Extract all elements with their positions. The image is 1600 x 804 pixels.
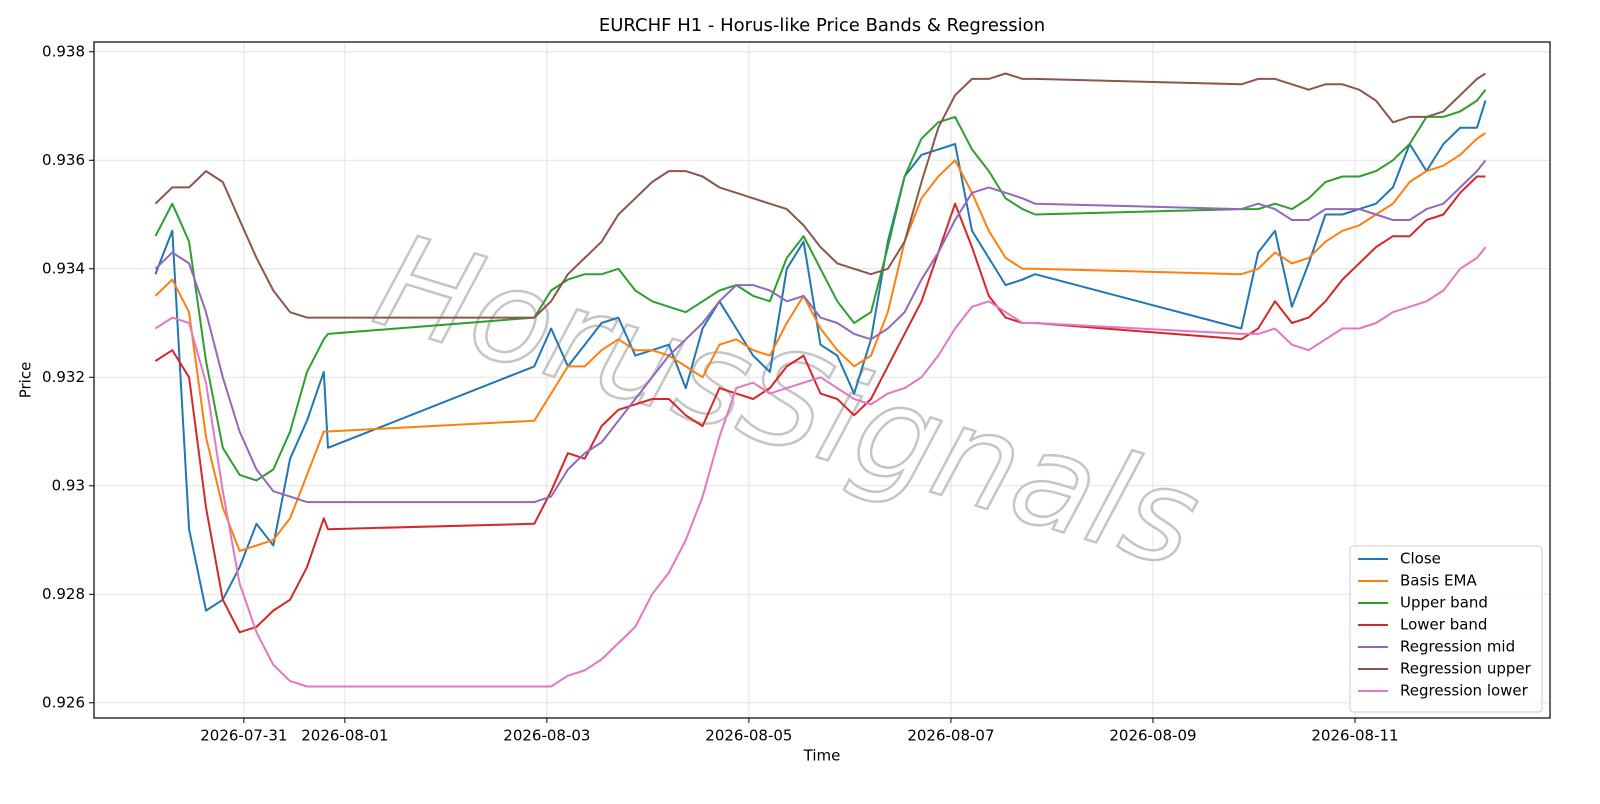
x-axis-label: Time [803, 747, 841, 765]
legend-label: Regression upper [1400, 660, 1532, 678]
series-line [154, 175, 1486, 634]
x-tick-label: 2026-08-03 [503, 727, 590, 745]
ticks: 0.926 0.928 0.93 0.932 0.934 0.936 0.938 2026-0… [42, 42, 1399, 744]
series-line [154, 246, 1487, 688]
lines [154, 72, 1487, 688]
plot-frame [93, 41, 1551, 719]
y-tick-label: 0.934 [42, 259, 85, 277]
x-tick-label: 2026-08-09 [1109, 727, 1196, 745]
y-tick-label: 0.926 [42, 693, 85, 711]
x-tick-label: 2026-08-11 [1311, 727, 1398, 745]
y-tick-label: 0.932 [42, 368, 85, 386]
series-line [154, 159, 1487, 504]
x-tick-label: 2026-07-31 [200, 727, 287, 745]
legend-label: Regression mid [1400, 638, 1515, 656]
x-tick-label: 2026-08-07 [907, 727, 994, 745]
y-tick-label: 0.93 [52, 476, 85, 494]
legend-label: Regression lower [1400, 682, 1529, 700]
series-line [154, 132, 1487, 552]
x-tick-label: 2026-08-05 [705, 727, 792, 745]
x-tick-label: 2026-08-01 [301, 727, 388, 745]
series-line [154, 100, 1487, 612]
y-tick-label: 0.936 [42, 151, 85, 169]
legend-label: Upper band [1400, 594, 1488, 612]
legend: Close Basis EMA Upper band Lower band Regres… [1349, 545, 1543, 713]
legend-box [1349, 545, 1543, 713]
y-tick-label: 0.938 [42, 42, 85, 60]
chart-title: EURCHF H1 - Horus-like Price Bands & Reg… [599, 15, 1045, 36]
legend-label: Lower band [1400, 616, 1487, 634]
series-line [154, 89, 1487, 482]
legend-label: Close [1400, 550, 1441, 568]
series-line [154, 72, 1487, 319]
grid [94, 42, 1550, 718]
y-tick-label: 0.928 [42, 585, 85, 603]
legend-label: Basis EMA [1400, 572, 1477, 590]
y-axis-label: Price [17, 362, 35, 399]
